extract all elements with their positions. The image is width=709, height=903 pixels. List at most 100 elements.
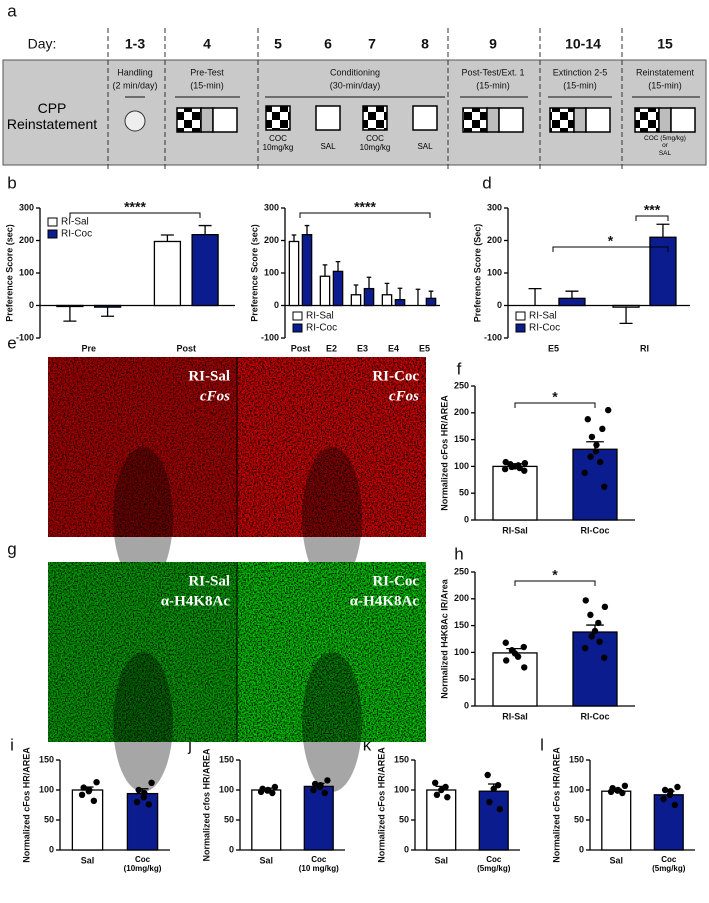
- data-point: [145, 801, 153, 808]
- bar: [303, 785, 334, 851]
- data-point: [609, 785, 616, 792]
- data-point: [310, 786, 317, 794]
- data-point: [324, 777, 331, 784]
- data-point: [601, 654, 608, 661]
- bar: [381, 294, 393, 307]
- data-point: [671, 801, 679, 809]
- y-tick-label: 100: [487, 267, 502, 277]
- significance-label: *: [552, 389, 558, 405]
- data-point: [442, 783, 449, 791]
- bar: [332, 270, 344, 307]
- data-point: [599, 425, 606, 433]
- legend-label: RI-Coc: [529, 323, 560, 334]
- y-axis-label: Normalized cFos HR/AREA: [376, 747, 386, 863]
- significance-bracket: [299, 212, 431, 218]
- conditioning-label-box: SAL: [417, 142, 433, 151]
- y-axis-label: Normalized cFos HR/AREA: [439, 395, 449, 511]
- y-tick-label: 300: [264, 202, 279, 212]
- chamber-checker: [265, 105, 291, 131]
- panel-letter: a: [7, 1, 17, 20]
- image-label: RI-Sal: [188, 368, 230, 384]
- conditioning-label: COC 10mg/kg: [262, 134, 294, 153]
- data-point: [592, 448, 600, 455]
- y-tick-label: 200: [487, 235, 502, 245]
- y-tick-label: 0: [274, 300, 279, 310]
- bar: [251, 789, 282, 851]
- panel-letter: e: [7, 333, 16, 352]
- conditioning-label: COC 10mg/kg: [359, 134, 391, 153]
- panel-letter: g: [7, 539, 16, 558]
- significance-label: ***: [644, 202, 661, 218]
- data-point: [271, 783, 279, 791]
- y-axis-label: Normalized cFos HR/AREA: [21, 747, 31, 863]
- error-bar: [384, 282, 390, 295]
- data-point: [591, 627, 599, 635]
- data-point: [86, 786, 93, 794]
- legend-swatch: [47, 229, 58, 239]
- legend-label: RI-Sal: [529, 311, 557, 322]
- legend-label: RI-Coc: [61, 229, 92, 240]
- y-tick-label: 0: [464, 514, 469, 524]
- phase-duration: (2 min/day): [112, 80, 157, 90]
- data-point: [93, 779, 100, 786]
- significance-label: ****: [124, 199, 146, 215]
- bar: [288, 240, 300, 307]
- chamber-checker: [176, 107, 202, 133]
- legend-swatch: [47, 217, 58, 227]
- x-tick-label: E3: [357, 343, 368, 353]
- chamber-white: [585, 107, 611, 133]
- data-point: [264, 786, 272, 794]
- x-tick-label: Sal: [81, 855, 95, 865]
- data-point: [667, 788, 674, 795]
- conditioning-label: SAL: [417, 142, 433, 151]
- data-point: [605, 406, 612, 414]
- x-tick-label: Sal: [434, 855, 448, 865]
- data-point: [431, 779, 439, 786]
- y-axis-label: Preference Score (Sec): [472, 224, 482, 323]
- conditioning-label-box: SAL: [320, 142, 335, 151]
- y-tick-label: 100: [39, 784, 54, 794]
- phase-duration: (30-min/day): [330, 80, 381, 90]
- panel-letter: i: [10, 735, 14, 754]
- data-point: [661, 786, 669, 794]
- error-bar: [619, 307, 633, 325]
- bar: [394, 298, 406, 307]
- x-tick-label: Sal: [259, 855, 273, 865]
- data-point: [674, 783, 681, 791]
- error-bar: [428, 290, 434, 299]
- error-bar: [198, 224, 212, 235]
- chamber-checker: [462, 107, 488, 133]
- row-label-box: CPP Reinstatement: [7, 100, 97, 132]
- conditioning-label-box: COC 10mg/kg: [262, 134, 294, 153]
- y-axis-label: Normalized cfos HR/AREA: [201, 748, 211, 862]
- micrograph: [237, 562, 426, 742]
- image-label: RI-Sal: [188, 573, 230, 589]
- image-label: RI-Coc: [372, 368, 419, 384]
- x-tick-label: Coc (5mg/kg): [652, 855, 686, 874]
- error-bar: [528, 287, 542, 306]
- data-point: [141, 789, 148, 797]
- y-tick-label: 0: [464, 700, 469, 710]
- x-tick-label: E5: [548, 343, 559, 353]
- data-point: [508, 647, 516, 654]
- y-tick-label: 150: [454, 434, 469, 444]
- y-tick-label: 200: [454, 407, 469, 417]
- phase-duration: (15-min): [190, 80, 224, 90]
- data-point: [259, 785, 266, 792]
- data-point: [581, 469, 588, 477]
- y-tick-label: 100: [394, 784, 409, 794]
- data-point: [496, 806, 504, 813]
- day-number: 10-14: [565, 36, 601, 52]
- significance-label: ****: [354, 199, 376, 215]
- micrograph: [48, 562, 237, 742]
- chamber-checker: [634, 107, 660, 133]
- x-tick-label: RI-Sal: [502, 711, 528, 721]
- day-label: Day:: [28, 36, 57, 52]
- y-tick-label: 150: [219, 754, 234, 764]
- x-tick-label-box: Coc (5mg/kg): [652, 855, 686, 874]
- error-bar: [101, 307, 115, 317]
- panel-letter: j: [187, 735, 192, 754]
- data-point: [660, 795, 667, 803]
- significance-label: *: [552, 567, 558, 583]
